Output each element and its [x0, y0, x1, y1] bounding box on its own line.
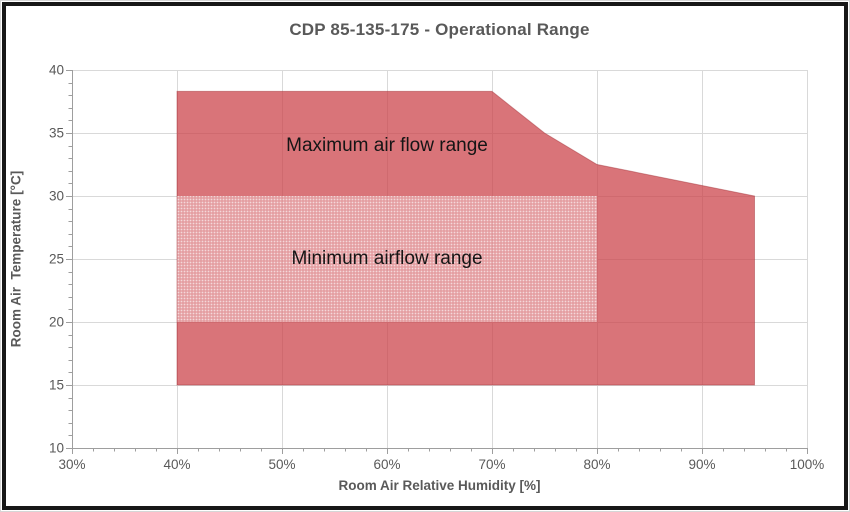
y-tick-label: 10: [49, 441, 64, 456]
x-tick-label: 50%: [268, 457, 295, 472]
y-tick-label: 35: [49, 126, 64, 141]
x-tick-label: 30%: [58, 457, 85, 472]
y-tick-label: 40: [49, 63, 64, 78]
x-tick-labels: 30% 40% 50% 60% 70% 80% 90% 100%: [58, 457, 824, 472]
y-tick-label: 30: [49, 189, 64, 204]
axis-lines: [66, 70, 808, 454]
chart-title: CDP 85-135-175 - Operational Range: [289, 20, 590, 39]
x-axis-title: Room Air Relative Humidity [%]: [338, 478, 541, 493]
y-axis-title: Room Air Temperature [°C]: [8, 170, 24, 348]
y-tick-labels: 10 15 20 25 30 35 40: [49, 63, 64, 456]
x-tick-label: 90%: [688, 457, 715, 472]
x-tick-label: 70%: [478, 457, 505, 472]
x-tick-label: 80%: [583, 457, 610, 472]
annotation-maximum-airflow-range: Maximum air flow range: [286, 134, 488, 156]
y-tick-label: 15: [49, 378, 64, 393]
x-tick-label: 40%: [163, 457, 190, 472]
x-tick-label: 60%: [373, 457, 400, 472]
x-tick-label: 100%: [790, 457, 825, 472]
y-tick-label: 20: [49, 315, 64, 330]
annotation-minimum-airflow-range: Minimum airflow range: [291, 248, 483, 269]
series-minimum-airflow-range: [177, 196, 597, 322]
y-tick-label: 25: [49, 252, 64, 267]
